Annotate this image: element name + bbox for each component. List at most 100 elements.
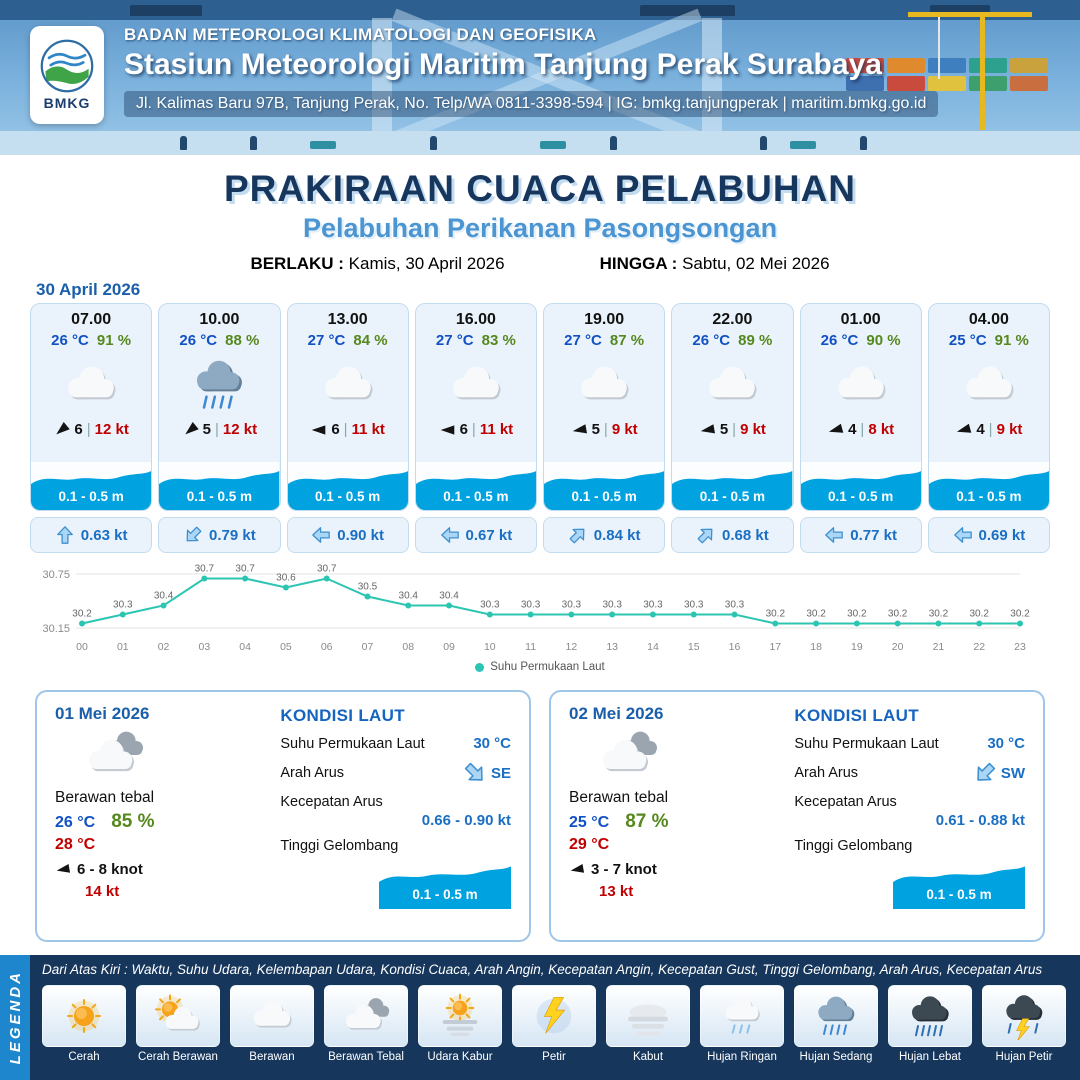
current-direction-icon xyxy=(568,525,588,545)
legend-item-label: Berawan Tebal xyxy=(328,1051,404,1063)
divider: | xyxy=(214,421,219,438)
wave-height: 0.1 - 0.5 m xyxy=(412,887,478,902)
sea-conditions-title: KONDISI LAUT xyxy=(280,706,405,725)
svg-text:20: 20 xyxy=(892,641,904,653)
svg-text:30.15: 30.15 xyxy=(42,623,70,635)
forecast-time: 16.00 xyxy=(455,311,496,328)
current-speed-box: 0.63 kt xyxy=(30,517,153,553)
ship-silhouette xyxy=(130,5,202,16)
validity-row: BERLAKU : Kamis, 30 April 2026 HINGGA : … xyxy=(0,254,1080,274)
forecast-time: 13.00 xyxy=(327,311,368,328)
svg-text:30.7: 30.7 xyxy=(195,564,215,575)
forecast-time: 04.00 xyxy=(968,311,1009,328)
day-humidity: 87 % xyxy=(625,811,669,832)
svg-text:30.2: 30.2 xyxy=(929,609,949,620)
svg-text:09: 09 xyxy=(443,641,455,653)
svg-text:30.2: 30.2 xyxy=(72,609,92,620)
page-subtitle: Pelabuhan Perikanan Pasongsongan xyxy=(302,213,778,243)
legend-weather-icon xyxy=(136,985,220,1047)
current-direction: SW xyxy=(1000,764,1025,782)
wave-icon xyxy=(415,462,536,510)
wind-speed: 5 xyxy=(591,421,600,438)
valid-from: BERLAKU : Kamis, 30 April 2026 xyxy=(250,254,504,274)
wave-height: 0.1 - 0.5 m xyxy=(58,489,124,504)
legend-title-strip: LEGENDA xyxy=(0,955,30,1080)
wind-direction-icon xyxy=(55,863,71,876)
current-speed-range: 0.61 - 0.88 kt xyxy=(935,812,1025,829)
legend-item: Hujan Petir xyxy=(982,985,1066,1063)
legend-weather-icon xyxy=(512,985,596,1047)
air-temp: 27 °C xyxy=(564,332,602,349)
current-speed: 0.63 kt xyxy=(80,526,128,544)
temp-min: 25 °C xyxy=(569,814,610,831)
gust-speed: 8 kt xyxy=(868,421,895,438)
port-water-strip xyxy=(0,0,1080,20)
sst-label: Suhu Permukaan Laut xyxy=(794,735,939,752)
svg-text:30.5: 30.5 xyxy=(358,582,378,593)
air-temp: 26 °C xyxy=(692,332,731,349)
svg-text:18: 18 xyxy=(810,641,822,653)
chart-legend-label: Suhu Permukaan Laut xyxy=(490,661,605,673)
station-name: Stasiun Meteorologi Maritim Tanjung Pera… xyxy=(124,48,882,81)
girder-column xyxy=(702,18,722,155)
humidity: 90 % xyxy=(866,332,901,349)
sst-chart: 30.75 30.15 30.2 00 30.3 01 30.4 02 30.7 03 30.7 04… xyxy=(30,554,1050,674)
svg-text:16: 16 xyxy=(729,641,741,653)
svg-text:30.7: 30.7 xyxy=(235,564,255,575)
wind-speed: 4 xyxy=(976,421,985,438)
svg-text:30.4: 30.4 xyxy=(154,591,174,602)
wind-speed: 6 xyxy=(331,421,340,438)
svg-text:30.3: 30.3 xyxy=(684,600,704,611)
legend-item: Udara Kabur xyxy=(418,985,502,1063)
forecast-time: 22.00 xyxy=(712,311,753,328)
air-temp: 27 °C xyxy=(307,332,346,349)
legend-item: Hujan Ringan xyxy=(700,985,784,1063)
svg-text:30.75: 30.75 xyxy=(42,569,70,581)
page-title: PRAKIRAAN CUACA PELABUHAN xyxy=(223,168,857,209)
wave-height: 0.1 - 0.5 m xyxy=(926,887,992,902)
legend-item: Berawan Tebal xyxy=(324,985,408,1063)
current-speed-label: Kecepatan Arus xyxy=(280,794,383,810)
gust-speed: 12 kt xyxy=(94,421,129,438)
svg-text:14: 14 xyxy=(647,641,659,653)
gust-speed: 11 kt xyxy=(351,421,385,438)
current-speed: 0.79 kt xyxy=(209,526,256,544)
humidity: 83 % xyxy=(481,332,516,349)
day-condition: Berawan tebal xyxy=(569,789,669,806)
gust-speed: 12 kt xyxy=(222,421,258,438)
wave-height-band: 0.1 - 0.5 m xyxy=(800,462,921,510)
current-speed-box: 0.69 kt xyxy=(927,517,1050,553)
svg-text:30.3: 30.3 xyxy=(521,600,541,611)
svg-text:19: 19 xyxy=(851,641,863,653)
forecast-card: 04.00 25 °C 91 % 4 | 9 kt 0.1 - 0.5 m xyxy=(927,303,1050,553)
weather-icon xyxy=(672,349,792,421)
svg-text:30.2: 30.2 xyxy=(969,609,989,620)
valid-until: HINGGA : Sabtu, 02 Mei 2026 xyxy=(600,254,830,274)
sst-chart-plot: 30.75 30.15 30.2 00 30.3 01 30.4 02 30.7 03 30.7 04… xyxy=(30,554,1050,659)
wave-height: 0.1 - 0.5 m xyxy=(443,489,509,504)
svg-text:08: 08 xyxy=(402,641,414,653)
svg-text:30.2: 30.2 xyxy=(888,609,908,620)
wave-icon xyxy=(893,866,1025,909)
weather-icon xyxy=(416,349,536,421)
wave-height-band: 0.1 - 0.5 m xyxy=(928,462,1049,510)
sea-surface-temp: 30 °C xyxy=(473,735,511,752)
gust-speed: 9 kt xyxy=(996,421,1023,438)
wave-icon xyxy=(159,462,280,510)
wind-speed: 4 xyxy=(848,421,857,438)
air-temp: 26 °C xyxy=(179,332,218,349)
crane-icon xyxy=(908,12,1032,130)
svg-text:30.2: 30.2 xyxy=(1010,609,1030,620)
svg-text:13: 13 xyxy=(606,641,618,653)
day-humidity: 85 % xyxy=(111,811,155,832)
svg-text:15: 15 xyxy=(688,641,700,653)
wind-direction-icon xyxy=(53,421,71,437)
forecast-card: 22.00 26 °C 89 % 5 | 9 kt 0.1 - 0.5 m xyxy=(671,303,794,553)
svg-text:30.2: 30.2 xyxy=(766,609,786,620)
header-text: BADAN METEOROLOGI KLIMATOLOGI DAN GEOFIS… xyxy=(124,25,939,117)
svg-text:11: 11 xyxy=(525,641,536,653)
forecast-time: 19.00 xyxy=(584,311,625,328)
wave-height-band: 0.1 - 0.5 m xyxy=(287,462,408,510)
wave-height: 0.1 - 0.5 m xyxy=(827,489,894,504)
